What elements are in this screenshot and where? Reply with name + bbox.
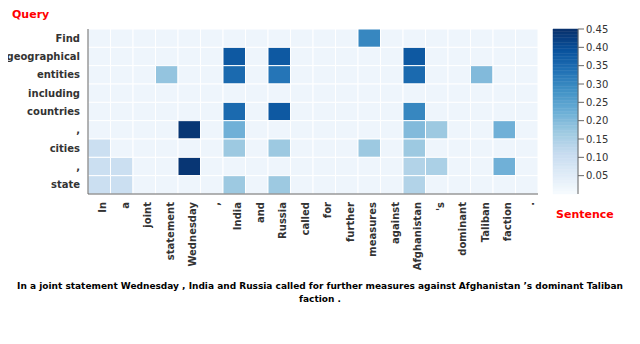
svg-text:Wednesday: Wednesday	[187, 202, 198, 267]
svg-text:Find: Find	[55, 33, 80, 44]
svg-text:cities: cities	[50, 143, 80, 154]
svg-text:0.10: 0.10	[586, 152, 608, 163]
svg-text:0.40: 0.40	[586, 42, 608, 53]
svg-text:geographical: geographical	[8, 51, 80, 62]
svg-text:India: India	[232, 202, 243, 230]
svg-text:countries: countries	[27, 106, 80, 117]
svg-text:0.20: 0.20	[586, 115, 608, 126]
svg-text:a: a	[120, 202, 131, 209]
html-text:In a joint statement Wednesday: In a joint statement Wednesday , India a…	[17, 281, 623, 304]
svg-text:,: ,	[76, 161, 80, 172]
svg-text:including: including	[28, 88, 80, 99]
svg-text:.: .	[525, 202, 536, 206]
svg-text:entities: entities	[37, 69, 80, 80]
svg-text:,: ,	[76, 124, 80, 135]
svg-text:0.30: 0.30	[586, 79, 608, 90]
svg-text:joint: joint	[142, 202, 153, 229]
svg-text:0.45: 0.45	[586, 24, 608, 35]
svg-text:and: and	[255, 202, 266, 223]
svg-text:faction: faction	[502, 202, 513, 241]
svg-text:for: for	[322, 202, 333, 218]
svg-text:further: further	[345, 202, 356, 242]
svg-text:Taliban: Taliban	[480, 202, 491, 242]
svg-text:statement: statement	[165, 202, 176, 260]
svg-text:0.35: 0.35	[586, 60, 608, 71]
svg-text:0.15: 0.15	[586, 134, 608, 145]
svg-text:0.25: 0.25	[586, 97, 608, 108]
svg-text:In: In	[97, 202, 108, 213]
svg-text:'s: 's	[435, 202, 446, 211]
html-text:Sentence: Sentence	[556, 208, 614, 221]
svg-text:measures: measures	[367, 202, 378, 257]
html-text:Query: Query	[12, 8, 50, 21]
svg-text:Afghanistan: Afghanistan	[412, 202, 423, 270]
svg-text:dominant: dominant	[457, 202, 468, 256]
svg-text:called: called	[300, 202, 311, 235]
svg-text:state: state	[51, 179, 80, 190]
svg-text:,: ,	[210, 202, 221, 206]
svg-text:Russia: Russia	[277, 202, 288, 239]
svg-text:against: against	[390, 202, 401, 244]
svg-text:0.05: 0.05	[586, 170, 608, 181]
